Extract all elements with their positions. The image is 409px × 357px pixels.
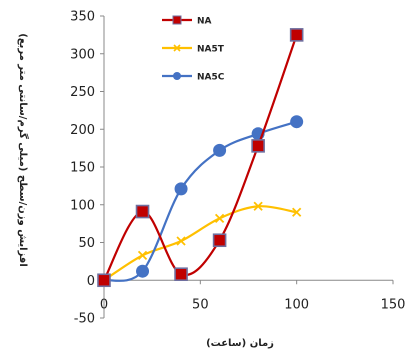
y-tick-label: 50: [78, 236, 95, 251]
data-point: [213, 143, 227, 157]
x-tick-label: 150: [381, 297, 406, 312]
data-point: [290, 115, 304, 129]
data-point: [289, 28, 304, 42]
series-na5c: [97, 115, 304, 287]
series-layer: [97, 28, 304, 288]
y-tick-label: -50: [74, 312, 95, 327]
y-tick-label: 100: [70, 198, 95, 213]
data-point: [212, 233, 227, 248]
x-tick-label: 50: [192, 297, 209, 312]
data-point: [137, 250, 148, 260]
x-marker-stroke: [214, 213, 225, 223]
data-point: [136, 264, 150, 278]
y-tick-label: 200: [70, 123, 95, 138]
y-tick-label: 150: [70, 161, 95, 176]
data-point: [251, 139, 265, 153]
y-tick-label: 0: [87, 274, 95, 289]
data-point: [174, 267, 188, 282]
x-axis-title: زمان (ساعت): [206, 338, 274, 349]
y-axis-title: افزایش وزن/سطح (میلی گرم/سانتی متر مربع): [17, 33, 30, 267]
x-marker-stroke: [137, 250, 148, 260]
data-point: [292, 207, 302, 217]
x-marker-stroke: [173, 44, 181, 52]
data-point: [176, 236, 186, 246]
data-point: [253, 201, 263, 211]
legend-item-na5c: NA5C: [162, 72, 225, 83]
data-point: [214, 213, 225, 223]
legend-swatch-marker: [172, 15, 182, 25]
x-marker-stroke: [253, 201, 263, 211]
series-na: [97, 28, 304, 288]
legend-label: NA: [197, 17, 212, 27]
series-line: [103, 205, 297, 282]
x-tick-label: 0: [100, 297, 108, 312]
axes-layer: -50 0 50 100 150 200 250 300 350 0 50 100 150: [70, 10, 405, 327]
x-marker-stroke: [292, 207, 302, 217]
y-tick-label: 250: [70, 85, 95, 100]
x-marker-stroke: [176, 236, 186, 246]
data-point: [174, 182, 188, 196]
y-tick-label: 350: [70, 10, 95, 25]
legend-swatch-marker: [173, 72, 181, 80]
series-na5t: [99, 201, 302, 285]
legend-swatch-marker: [173, 44, 181, 52]
data-point: [97, 273, 111, 288]
data-point: [135, 204, 150, 219]
legend-item-na: NA: [162, 15, 212, 27]
legend-layer: NA NA5T NA5C: [162, 15, 225, 83]
legend-item-na5t: NA5T: [162, 44, 225, 55]
legend-label: NA5C: [197, 73, 225, 83]
x-tick-label: 100: [284, 297, 309, 312]
series-line: [103, 120, 297, 282]
y-tick-label: 300: [70, 47, 95, 62]
legend-label: NA5T: [197, 45, 225, 55]
